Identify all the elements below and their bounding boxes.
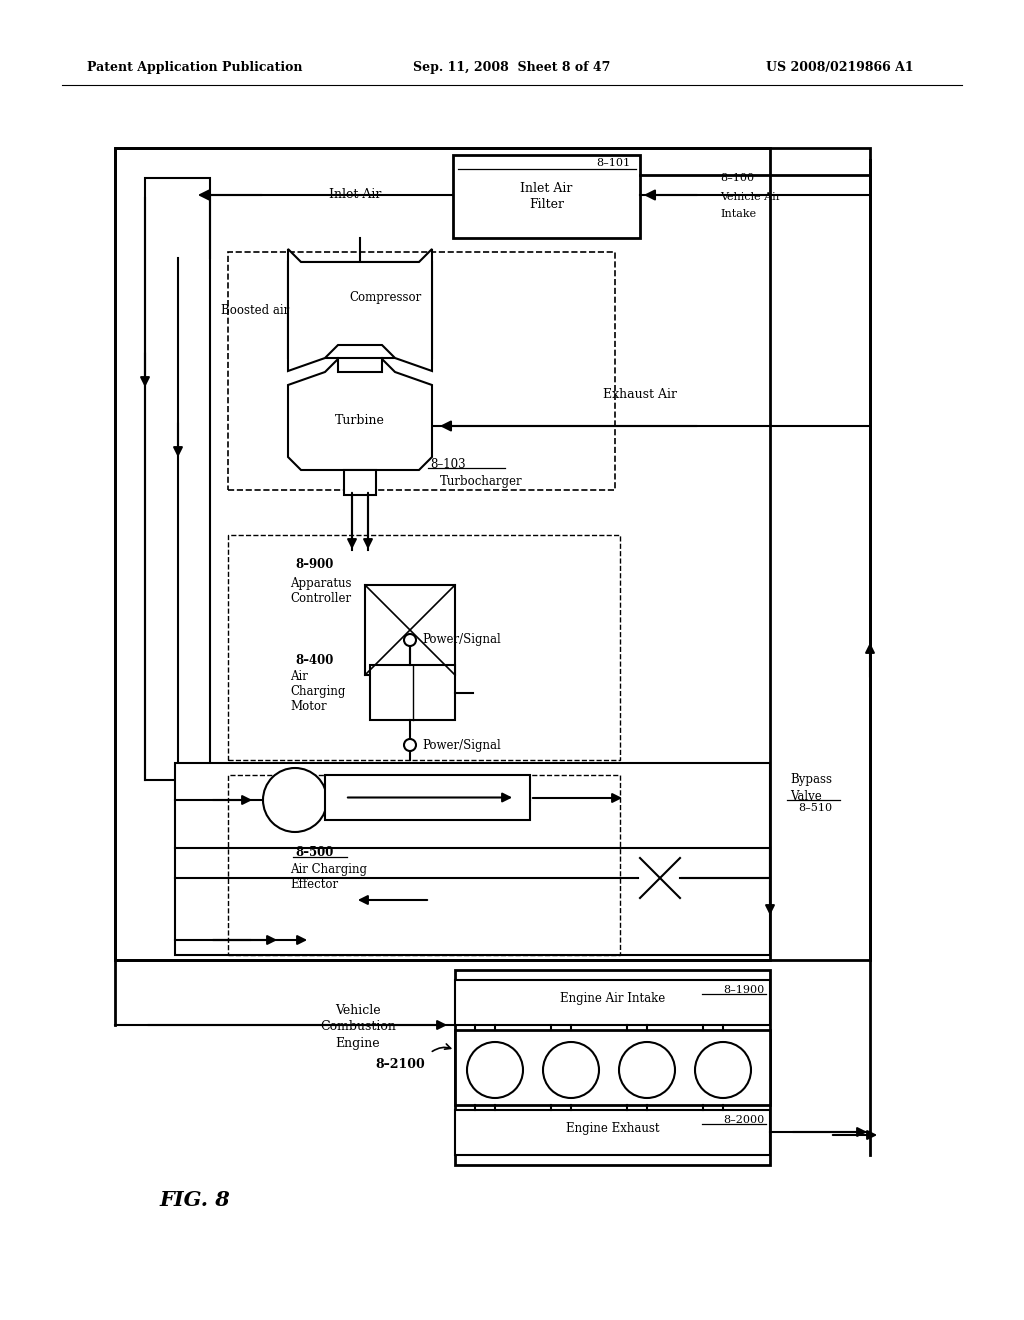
Bar <box>228 775 620 954</box>
Text: Engine Air Intake: Engine Air Intake <box>560 993 666 1005</box>
Bar <box>455 1030 770 1105</box>
Circle shape <box>467 1041 523 1098</box>
Polygon shape <box>288 249 432 371</box>
Text: Compressor: Compressor <box>349 292 421 305</box>
Bar <box>175 763 770 954</box>
Text: Motor: Motor <box>290 700 327 713</box>
Text: Inlet Air
Filter: Inlet Air Filter <box>520 182 572 210</box>
Bar <box>115 148 870 960</box>
Text: Inlet Air: Inlet Air <box>329 189 381 202</box>
Circle shape <box>695 1041 751 1098</box>
Text: 8–2100: 8–2100 <box>375 1059 425 1072</box>
Text: Engine: Engine <box>336 1038 380 1051</box>
Bar <box>145 178 210 780</box>
Bar <box>338 358 382 372</box>
Bar <box>455 979 770 1026</box>
Text: 8–900: 8–900 <box>295 558 334 572</box>
Text: US 2008/0219866 A1: US 2008/0219866 A1 <box>766 62 913 74</box>
Text: Apparatus: Apparatus <box>290 577 351 590</box>
Text: Power/Signal: Power/Signal <box>422 738 501 751</box>
Polygon shape <box>288 359 432 470</box>
Text: 8–400: 8–400 <box>295 653 334 667</box>
Text: Controller: Controller <box>290 593 351 606</box>
Bar <box>455 1110 770 1155</box>
Circle shape <box>543 1041 599 1098</box>
Text: 8–2000: 8–2000 <box>724 1115 765 1125</box>
Text: Effector: Effector <box>290 879 338 891</box>
Text: Sep. 11, 2008  Sheet 8 of 47: Sep. 11, 2008 Sheet 8 of 47 <box>414 62 610 74</box>
Bar <box>365 585 455 675</box>
Text: Air Charging: Air Charging <box>290 863 367 876</box>
Bar <box>344 470 376 495</box>
Text: Charging: Charging <box>290 685 345 697</box>
Text: Patent Application Publication: Patent Application Publication <box>87 62 303 74</box>
Text: Exhaust Air: Exhaust Air <box>603 388 677 401</box>
Bar <box>228 535 620 760</box>
Text: Intake: Intake <box>720 209 756 219</box>
Text: Air: Air <box>290 669 308 682</box>
Text: 8–100: 8–100 <box>720 173 754 183</box>
Text: Engine Exhaust: Engine Exhaust <box>565 1122 659 1135</box>
Circle shape <box>618 1041 675 1098</box>
Bar <box>455 970 770 1166</box>
Text: Boosted air: Boosted air <box>221 304 289 317</box>
Bar <box>228 252 615 490</box>
Bar <box>453 154 640 238</box>
Circle shape <box>404 739 416 751</box>
Text: Valve: Valve <box>790 789 821 803</box>
Circle shape <box>263 768 327 832</box>
Text: FIG. 8: FIG. 8 <box>160 1191 230 1210</box>
Text: 8–510: 8–510 <box>798 803 833 813</box>
Text: Vehicle Air: Vehicle Air <box>720 191 781 202</box>
Text: 8–101: 8–101 <box>596 158 630 168</box>
Text: Turbocharger: Turbocharger <box>440 475 522 488</box>
Text: Power/Signal: Power/Signal <box>422 634 501 647</box>
Text: Combustion: Combustion <box>321 1020 396 1034</box>
Polygon shape <box>288 261 432 372</box>
Bar <box>115 148 770 960</box>
Circle shape <box>404 634 416 645</box>
Text: 8–500: 8–500 <box>295 846 334 858</box>
Text: Bypass: Bypass <box>790 774 831 787</box>
Text: Vehicle: Vehicle <box>335 1003 381 1016</box>
Bar <box>370 665 455 719</box>
Text: Turbine: Turbine <box>335 413 385 426</box>
Text: 8–1900: 8–1900 <box>724 985 765 995</box>
Text: 8–103: 8–103 <box>430 458 466 470</box>
Bar <box>325 775 530 820</box>
